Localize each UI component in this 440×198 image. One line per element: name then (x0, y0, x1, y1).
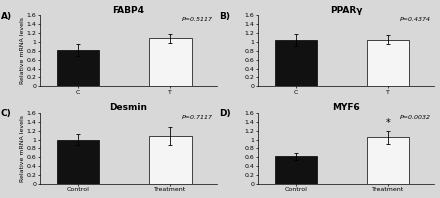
Text: B): B) (219, 12, 230, 21)
Text: P=0.7117: P=0.7117 (182, 115, 213, 120)
Text: P=0.4374: P=0.4374 (400, 17, 431, 22)
Text: C): C) (1, 109, 11, 118)
Bar (57, 140, 99, 184)
Text: P=0.5117: P=0.5117 (182, 17, 213, 22)
Text: D): D) (219, 109, 230, 118)
Bar (57, 50, 99, 86)
Title: Desmin: Desmin (109, 103, 147, 112)
Text: P=0.0032: P=0.0032 (400, 115, 431, 120)
Text: A): A) (1, 12, 12, 21)
Y-axis label: Relative mRNA levels: Relative mRNA levels (20, 115, 25, 182)
Bar (367, 40, 410, 86)
Text: *: * (386, 118, 391, 128)
Title: FABP4: FABP4 (112, 6, 144, 15)
Bar (149, 38, 191, 86)
Bar (275, 156, 317, 184)
Bar (149, 136, 191, 184)
Bar (275, 40, 317, 86)
Y-axis label: Relative mRNA levels: Relative mRNA levels (20, 17, 25, 84)
Title: MYF6: MYF6 (332, 103, 360, 112)
Bar (367, 137, 410, 184)
Title: PPARγ: PPARγ (330, 6, 362, 15)
